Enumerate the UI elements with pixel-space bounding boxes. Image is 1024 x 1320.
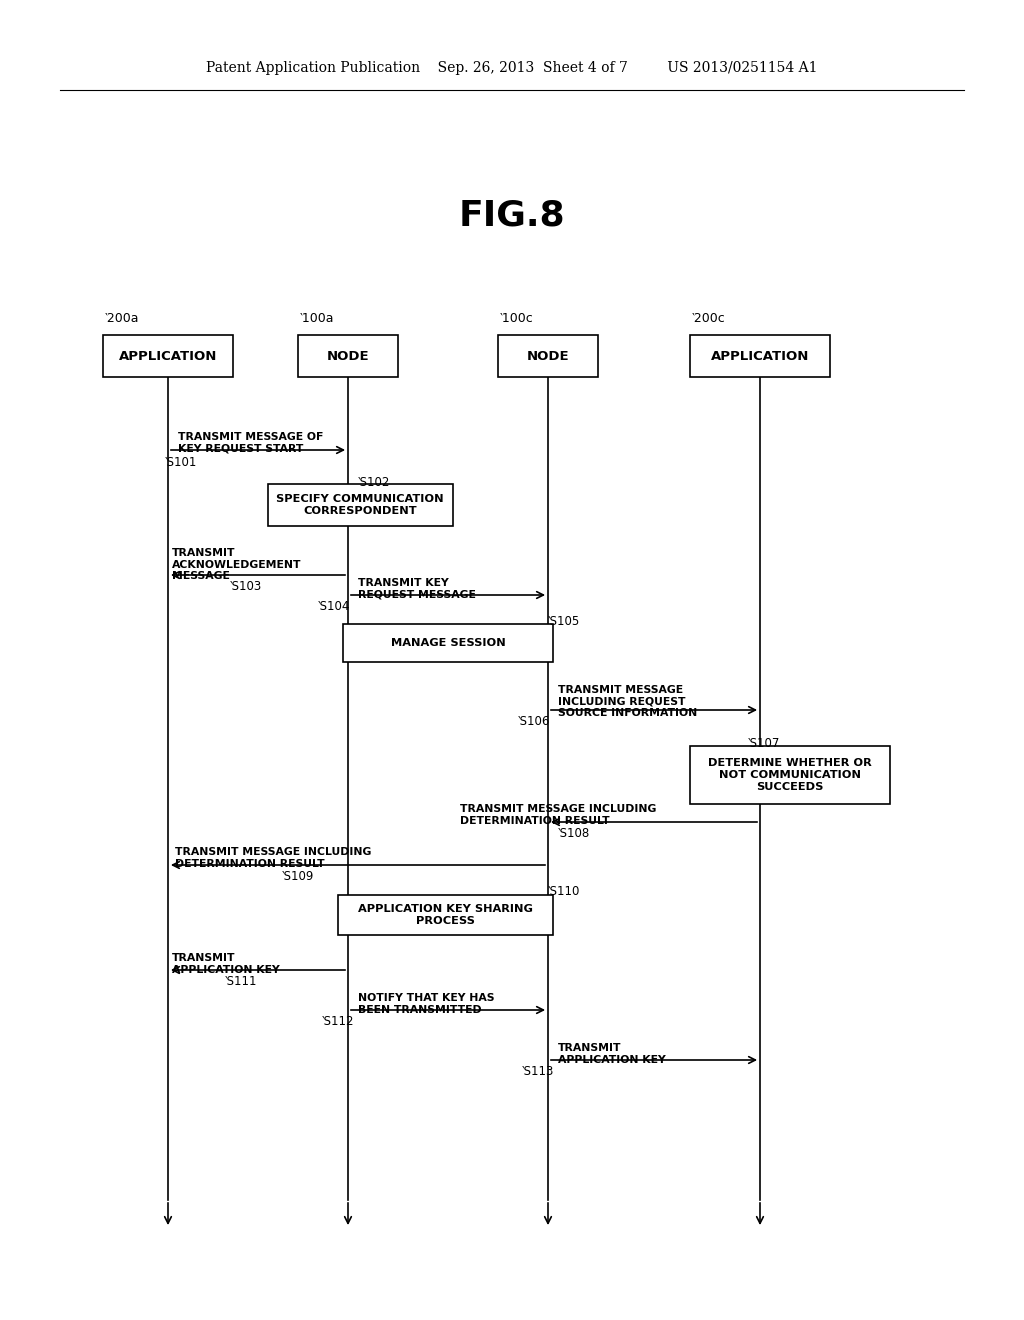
Text: APPLICATION: APPLICATION xyxy=(119,350,217,363)
Text: Patent Application Publication    Sep. 26, 2013  Sheet 4 of 7         US 2013/02: Patent Application Publication Sep. 26, … xyxy=(206,61,818,75)
Text: TRANSMIT MESSAGE
INCLUDING REQUEST
SOURCE INFORMATION: TRANSMIT MESSAGE INCLUDING REQUEST SOURC… xyxy=(558,685,697,718)
Text: ‵100a: ‵100a xyxy=(300,312,335,325)
Text: MANAGE SESSION: MANAGE SESSION xyxy=(390,638,506,648)
Bar xyxy=(498,335,598,378)
Text: ‵S107: ‵S107 xyxy=(748,737,780,750)
Text: TRANSMIT
APPLICATION KEY: TRANSMIT APPLICATION KEY xyxy=(558,1043,666,1065)
Text: ‵S109: ‵S109 xyxy=(282,870,314,883)
Text: ‵200c: ‵200c xyxy=(692,312,726,325)
Text: APPLICATION KEY SHARING
PROCESS: APPLICATION KEY SHARING PROCESS xyxy=(357,904,532,925)
Text: ‵S102: ‵S102 xyxy=(358,477,390,488)
Bar xyxy=(103,335,233,378)
Bar xyxy=(267,484,453,525)
Bar xyxy=(343,624,553,663)
Bar xyxy=(690,746,890,804)
Text: ‵S108: ‵S108 xyxy=(558,828,590,840)
Text: ‵S106: ‵S106 xyxy=(518,715,550,729)
Text: ‵S103: ‵S103 xyxy=(230,579,262,593)
Text: NODE: NODE xyxy=(526,350,569,363)
Text: TRANSMIT MESSAGE OF
KEY REQUEST START: TRANSMIT MESSAGE OF KEY REQUEST START xyxy=(178,432,324,454)
Text: SPECIFY COMMUNICATION
CORRESPONDENT: SPECIFY COMMUNICATION CORRESPONDENT xyxy=(276,494,443,516)
Text: ‵S110: ‵S110 xyxy=(548,884,581,898)
Text: ‵S101: ‵S101 xyxy=(165,455,198,469)
Text: ‵S113: ‵S113 xyxy=(522,1065,554,1078)
Text: APPLICATION: APPLICATION xyxy=(711,350,809,363)
Text: ‵100c: ‵100c xyxy=(500,312,534,325)
Text: TRANSMIT
APPLICATION KEY: TRANSMIT APPLICATION KEY xyxy=(172,953,280,974)
Text: DETERMINE WHETHER OR
NOT COMMUNICATION
SUCCEEDS: DETERMINE WHETHER OR NOT COMMUNICATION S… xyxy=(709,759,871,792)
Text: TRANSMIT
ACKNOWLEDGEMENT
MESSAGE: TRANSMIT ACKNOWLEDGEMENT MESSAGE xyxy=(172,548,301,581)
Bar xyxy=(338,895,553,935)
Text: TRANSMIT MESSAGE INCLUDING
DETERMINATION RESULT: TRANSMIT MESSAGE INCLUDING DETERMINATION… xyxy=(460,804,656,825)
Bar xyxy=(690,335,830,378)
Text: ‵S105: ‵S105 xyxy=(548,615,581,628)
Text: TRANSMIT MESSAGE INCLUDING
DETERMINATION RESULT: TRANSMIT MESSAGE INCLUDING DETERMINATION… xyxy=(175,847,372,869)
Text: ‵S104: ‵S104 xyxy=(318,601,350,612)
Bar xyxy=(298,335,398,378)
Text: NOTIFY THAT KEY HAS
BEEN TRANSMITTED: NOTIFY THAT KEY HAS BEEN TRANSMITTED xyxy=(358,993,495,1015)
Text: NODE: NODE xyxy=(327,350,370,363)
Text: ‵200a: ‵200a xyxy=(105,312,139,325)
Text: FIG.8: FIG.8 xyxy=(459,198,565,232)
Text: ‵S112: ‵S112 xyxy=(322,1015,354,1028)
Text: ‵S111: ‵S111 xyxy=(225,975,257,987)
Text: TRANSMIT KEY
REQUEST MESSAGE: TRANSMIT KEY REQUEST MESSAGE xyxy=(358,578,476,599)
